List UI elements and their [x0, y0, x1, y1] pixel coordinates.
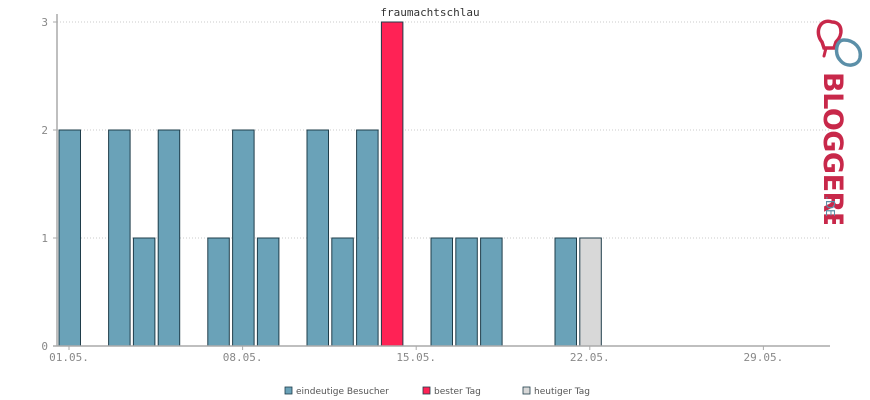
y-ticks: 0 1 2 3 [41, 16, 57, 353]
axes [53, 14, 830, 347]
bar-visitors [58, 129, 81, 347]
legend-label-best: bester Tag [434, 387, 481, 397]
bar-visitors [306, 129, 329, 347]
bloggerei-logo: BLOGGEREI .DE [816, 19, 863, 224]
chart-title: fraumachtschlau [380, 6, 479, 19]
bar-visitors [132, 237, 156, 347]
x-tick-label: 22.05. [570, 351, 610, 364]
bars [58, 21, 602, 347]
legend-label-today: heutiger Tag [534, 387, 590, 397]
bar-visitors [157, 129, 181, 347]
y-tick-label: 0 [41, 340, 48, 353]
bar-today [579, 237, 602, 347]
bloggerei-mark-icon [816, 19, 863, 67]
bar-visitors [554, 237, 577, 347]
x-tick-label: 29.05. [744, 351, 784, 364]
bar-visitors [256, 237, 280, 347]
y-tick-label: 2 [41, 124, 48, 137]
bar-visitors [430, 237, 453, 347]
bar-visitors [108, 129, 131, 347]
bar-visitors [480, 237, 503, 347]
logo-main: BLOGGEREI [817, 72, 848, 224]
legend-swatch-best [422, 386, 431, 395]
bar-visitors [207, 237, 230, 347]
x-ticks: 01.05. 08.05. 15.05. 22.05. 29.05. [49, 346, 783, 364]
x-tick-label: 01.05. [49, 351, 89, 364]
bar-visitors [331, 237, 354, 347]
bar-best [380, 21, 404, 347]
logo-text: BLOGGEREI [817, 72, 848, 224]
legend-label-visitors: eindeutige Besucher [296, 387, 389, 397]
bar-visitors [232, 129, 255, 347]
legend: eindeutige Besucher bester Tag heutiger Ta… [284, 386, 590, 397]
x-tick-label: 08.05. [223, 351, 263, 364]
bar-visitors [356, 129, 379, 347]
y-tick-label: 3 [41, 16, 48, 29]
bar-visitors [455, 237, 478, 347]
legend-swatch-today [522, 386, 531, 395]
legend-swatch-visitors [284, 386, 293, 395]
y-tick-label: 1 [41, 232, 48, 245]
x-tick-label: 15.05. [396, 351, 436, 364]
logo-suffix: .DE [823, 196, 837, 217]
